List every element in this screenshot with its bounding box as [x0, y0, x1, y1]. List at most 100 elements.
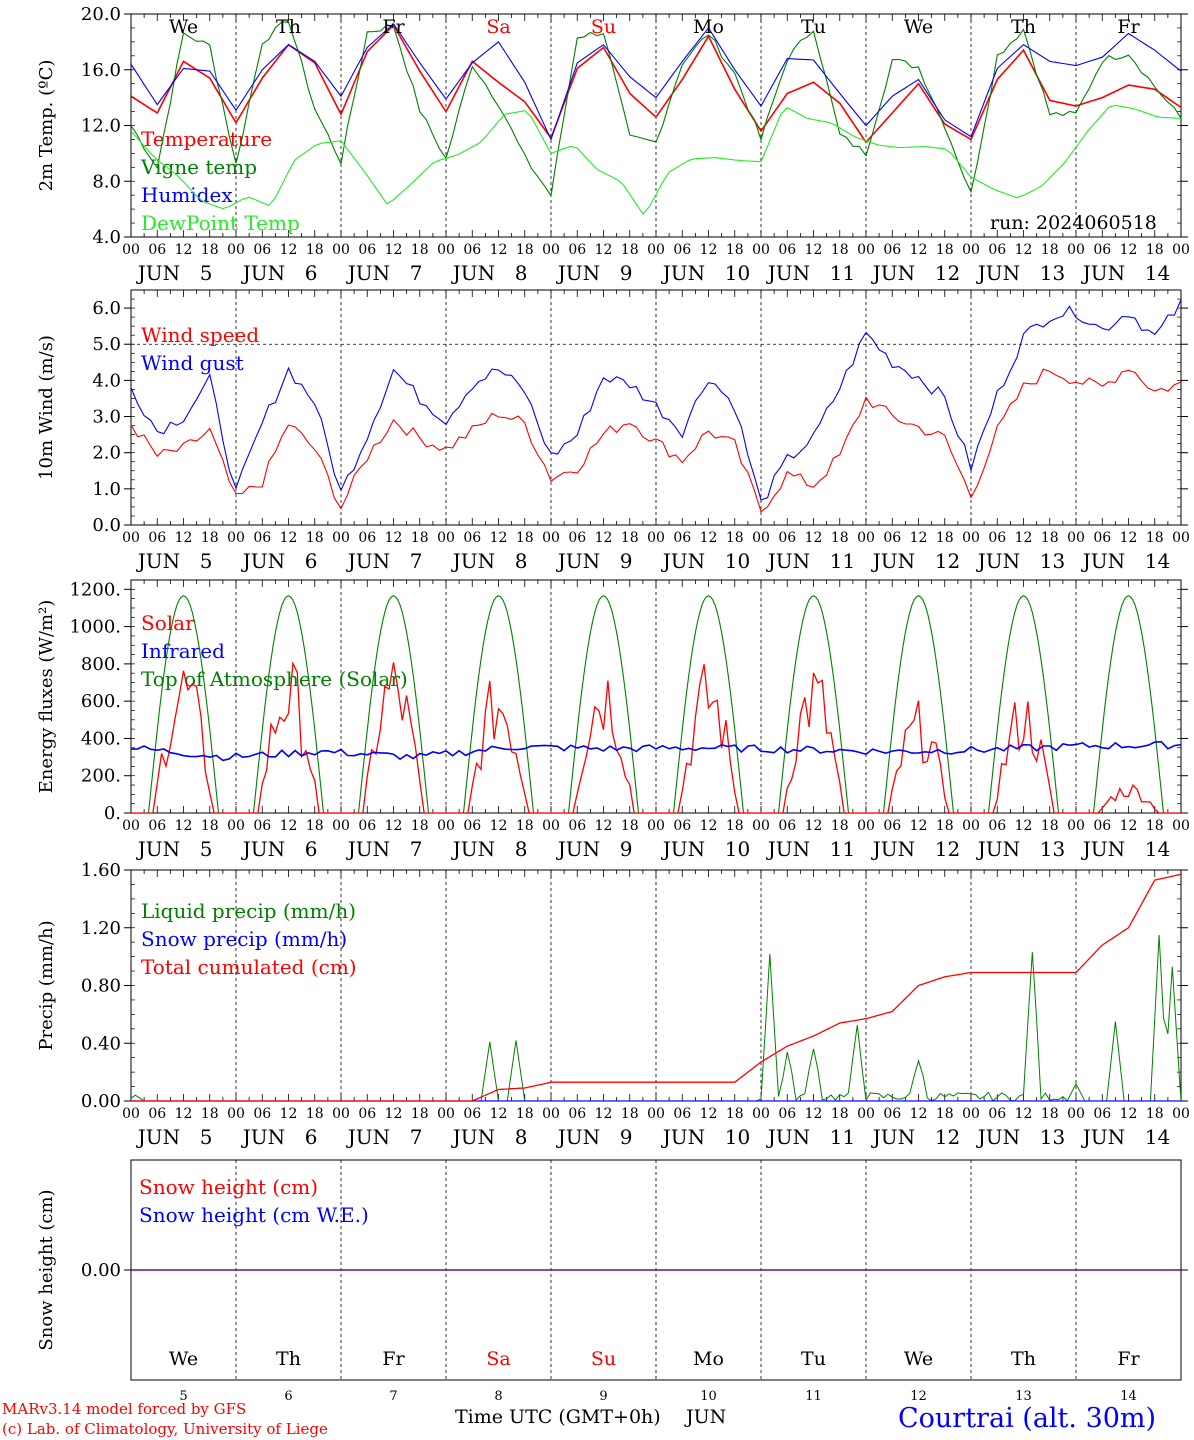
x-month-label: JUN	[241, 549, 285, 573]
y-tick-label: 6.0	[92, 298, 121, 319]
x-hour-label: 06	[463, 818, 481, 834]
x-hour-label: 00	[857, 818, 875, 834]
x-month-label: JUN	[136, 261, 180, 285]
weekday-label: Fr	[1117, 1348, 1140, 1370]
x-hour-label: 18	[936, 242, 954, 258]
series-group	[131, 299, 1181, 513]
y-tick-label: 0.0	[92, 515, 121, 536]
series-line-liquid-precip	[131, 934, 1181, 1101]
x-hour-label: 00	[332, 1106, 350, 1122]
x-date-label: 8	[494, 1389, 502, 1404]
x-hour-label: 18	[516, 818, 534, 834]
weekday-label: Fr	[382, 1348, 405, 1370]
x-date-label: 13	[1040, 1125, 1065, 1149]
x-month-label: JUN	[1081, 261, 1125, 285]
x-hour-label: 12	[595, 818, 613, 834]
x-hour-label: 06	[778, 242, 796, 258]
x-hour-label: 00	[227, 1106, 245, 1122]
x-hour-label: 18	[306, 242, 324, 258]
x-hour-label: 00	[1067, 1106, 1085, 1122]
weekday-label: Sa	[486, 1348, 510, 1370]
y-tick-label: 20.0	[81, 4, 121, 25]
x-hour-label: 00	[1067, 242, 1085, 258]
x-hour-label: 06	[568, 530, 586, 546]
x-hour-label: 18	[411, 1106, 429, 1122]
x-date-label: 7	[389, 1389, 397, 1404]
x-hour-label: 00	[227, 818, 245, 834]
x-hour-label: 18	[621, 1106, 639, 1122]
x-date-label: 8	[515, 1125, 528, 1149]
x-hour-label: 00	[1172, 530, 1190, 546]
x-hour-label: 00	[647, 818, 665, 834]
y-axis-label: Snow height (cm)	[36, 1189, 57, 1350]
y-tick-label: 3.0	[92, 407, 121, 428]
y-tick-label: 400.	[81, 728, 121, 749]
y-tick-label: 800.	[81, 654, 121, 675]
x-hour-label: 06	[883, 818, 901, 834]
x-month-label: JUN	[451, 1125, 495, 1149]
x-hour-label: 18	[201, 818, 219, 834]
x-hour-label: 06	[883, 242, 901, 258]
x-month-label: JUN	[346, 261, 390, 285]
x-month-label: JUN	[976, 549, 1020, 573]
y-axis-label: 10m Wind (m/s)	[36, 335, 57, 480]
x-date-label: 14	[1145, 837, 1170, 861]
x-month-label: JUN	[136, 549, 180, 573]
x-hour-label: 00	[437, 818, 455, 834]
x-month-label: JUN	[346, 1125, 390, 1149]
x-hour-label: 06	[883, 1106, 901, 1122]
x-date-label: 13	[1040, 261, 1065, 285]
x-hour-label: 12	[175, 1106, 193, 1122]
x-date-label: 10	[725, 837, 750, 861]
x-hour-label: 12	[280, 530, 298, 546]
x-hour-label: 18	[726, 242, 744, 258]
series-line-wind-gust	[131, 299, 1181, 501]
y-tick-label: 4.0	[92, 370, 121, 391]
x-hour-label: 00	[437, 242, 455, 258]
y-tick-label: 600.	[81, 691, 121, 712]
y-tick-label: 12.0	[81, 116, 121, 137]
x-hour-label: 12	[595, 1106, 613, 1122]
y-axis-label: 2m Temp. (ºC)	[36, 60, 57, 192]
x-hour-label: 12	[385, 242, 403, 258]
x-hour-label: 12	[1120, 242, 1138, 258]
x-hour-label: 00	[962, 818, 980, 834]
x-hour-label: 12	[805, 530, 823, 546]
x-hour-label: 00	[752, 818, 770, 834]
series-line-temperature	[131, 23, 1181, 144]
x-hour-label: 06	[673, 530, 691, 546]
panel-5: 0.00 Snow height (cm) Snow height (cm) Snow…	[36, 1159, 1188, 1404]
x-month-label: JUN	[556, 549, 600, 573]
x-hour-label: 06	[358, 530, 376, 546]
x-hour-label: 12	[805, 242, 823, 258]
x-date-label: 7	[410, 549, 423, 573]
legend-total-cumulated-cm-: Total cumulated (cm)	[141, 955, 357, 979]
x-hour-label: 18	[411, 530, 429, 546]
x-hour-label: 06	[1093, 242, 1111, 258]
y-tick-label: 4.0	[92, 227, 121, 248]
x-hour-label: 12	[385, 1106, 403, 1122]
legend-wind-gust: Wind gust	[141, 351, 244, 375]
x-hour-label: 06	[778, 818, 796, 834]
x-month-label: JUN	[661, 1125, 705, 1149]
x-hour-label: 00	[437, 1106, 455, 1122]
x-month-label: JUN	[766, 549, 810, 573]
series-line-wind-speed	[131, 368, 1181, 513]
x-hour-label: 06	[988, 530, 1006, 546]
x-hour-label: 06	[253, 1106, 271, 1122]
x-date-label: 13	[1040, 837, 1065, 861]
x-date-label: 6	[305, 549, 318, 573]
x-hour-label: 06	[463, 1106, 481, 1122]
x-hour-label: 12	[1015, 818, 1033, 834]
x-month-label: JUN	[451, 261, 495, 285]
x-hour-label: 18	[516, 530, 534, 546]
x-hour-label: 12	[595, 530, 613, 546]
weekday-label: Th	[276, 16, 301, 38]
y-tick-label: 1200.	[69, 579, 121, 600]
footer: MARv3.14 model forced by GFS (c) Lab. of…	[2, 1400, 1156, 1438]
x-month-label: JUN	[661, 261, 705, 285]
x-hour-label: 06	[148, 242, 166, 258]
series-line-infrared	[131, 740, 1181, 762]
x-hour-label: 00	[542, 242, 560, 258]
weekday-label: Su	[591, 1348, 616, 1370]
